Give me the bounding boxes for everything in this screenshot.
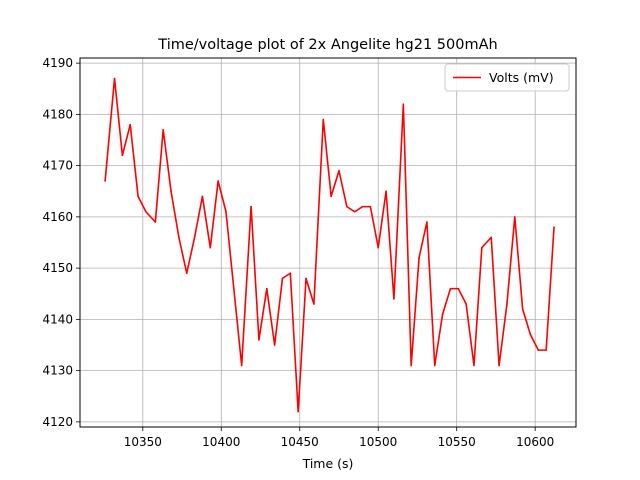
y-tick-label: 4140 xyxy=(42,312,73,326)
data-point xyxy=(201,195,204,198)
data-point xyxy=(513,216,516,218)
chart-title: Time/voltage plot of 2x Angelite hg21 50… xyxy=(157,37,497,53)
data-point xyxy=(441,313,444,316)
data-point xyxy=(129,123,132,126)
data-point xyxy=(433,364,436,367)
data-point xyxy=(418,257,420,259)
data-point xyxy=(498,364,500,367)
data-point xyxy=(185,272,188,275)
data-point xyxy=(162,128,164,131)
data-point xyxy=(265,287,268,290)
data-point xyxy=(225,210,227,213)
x-tick-label: 10600 xyxy=(516,435,554,449)
data-point xyxy=(506,303,508,305)
data-point xyxy=(330,195,332,198)
data-point xyxy=(426,221,428,223)
data-point xyxy=(377,246,380,249)
data-point xyxy=(209,246,212,249)
axis-ticks: 10350 10400 10450 10500 10550 10600 4120 4130 41… xyxy=(42,56,554,449)
legend: Volts (mV) xyxy=(444,63,570,92)
data-point xyxy=(178,236,180,239)
data-point xyxy=(113,77,116,80)
data-point xyxy=(170,190,172,193)
y-tick-label: 4190 xyxy=(42,56,73,70)
data-point xyxy=(473,364,475,367)
y-tick-label: 4150 xyxy=(42,261,73,275)
legend-box xyxy=(444,63,570,92)
data-point xyxy=(553,226,555,228)
data-point xyxy=(449,287,452,290)
y-tick-label: 4160 xyxy=(42,210,73,224)
data-point xyxy=(393,298,395,300)
data-point xyxy=(297,410,299,413)
data-point xyxy=(217,180,219,182)
plot-frame xyxy=(79,57,577,428)
legend-label: Volts (mV) xyxy=(489,70,554,85)
data-point xyxy=(233,287,235,290)
y-tick-label: 4120 xyxy=(42,415,73,429)
data-point xyxy=(273,344,276,346)
y-tick-label: 4180 xyxy=(42,107,73,121)
data-point xyxy=(193,236,196,239)
data-point xyxy=(481,246,483,249)
data-point xyxy=(145,210,147,213)
data-point xyxy=(361,205,364,208)
data-point xyxy=(305,277,307,280)
series-layer xyxy=(104,77,555,413)
data-point xyxy=(154,221,157,223)
x-tick-label: 10500 xyxy=(359,435,397,449)
data-point xyxy=(353,210,356,213)
data-point xyxy=(313,303,315,305)
y-tick-label: 4170 xyxy=(42,159,73,173)
x-tick-label: 10350 xyxy=(124,435,162,449)
data-point xyxy=(385,190,387,193)
data-point xyxy=(402,103,405,105)
data-point xyxy=(410,364,412,367)
data-point xyxy=(322,118,325,121)
data-point xyxy=(537,349,540,351)
data-point xyxy=(137,195,139,198)
data-point xyxy=(281,277,284,280)
data-point xyxy=(250,205,252,208)
data-point xyxy=(121,154,124,157)
data-point xyxy=(240,364,243,367)
data-point xyxy=(369,205,372,208)
data-point xyxy=(338,169,340,172)
x-axis-label: Time (s) xyxy=(302,456,354,471)
x-tick-label: 10550 xyxy=(438,435,476,449)
data-point xyxy=(490,236,493,239)
data-point xyxy=(545,349,547,351)
data-point xyxy=(521,308,524,310)
x-tick-label: 10400 xyxy=(202,435,240,449)
data-point xyxy=(457,287,460,290)
data-point xyxy=(346,205,348,208)
data-point xyxy=(104,180,106,182)
x-tick-label: 10450 xyxy=(281,435,319,449)
data-point xyxy=(289,272,292,275)
data-point xyxy=(465,303,467,305)
data-point xyxy=(529,333,532,336)
data-point xyxy=(258,339,260,341)
y-tick-label: 4130 xyxy=(42,364,73,378)
